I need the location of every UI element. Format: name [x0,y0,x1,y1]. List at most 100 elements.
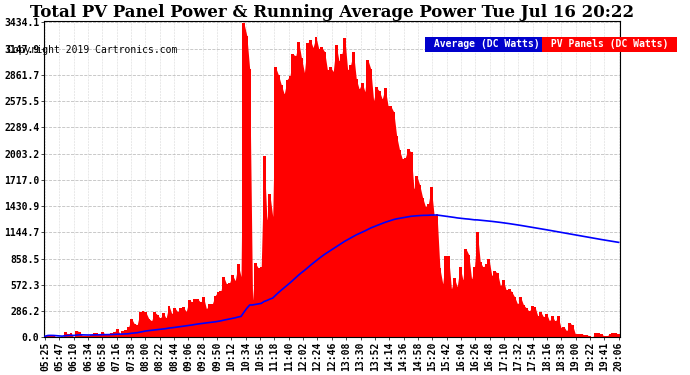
Bar [369,69,372,337]
Bar [148,319,150,337]
Bar [473,267,476,337]
Bar [144,312,148,337]
Bar [63,332,67,337]
Bar [582,335,586,337]
Bar [453,278,456,337]
Text: Average (DC Watts): Average (DC Watts) [428,39,545,50]
Bar [540,312,542,337]
Bar [450,289,453,337]
Bar [479,262,482,337]
Bar [242,23,246,337]
Bar [470,279,473,337]
Bar [263,156,266,337]
Bar [502,280,505,337]
Bar [551,316,554,337]
Bar [491,276,493,337]
Title: Total PV Panel Power & Running Average Power Tue Jul 16 20:22: Total PV Panel Power & Running Average P… [30,4,634,21]
Bar [179,308,182,337]
Bar [81,336,84,337]
Bar [361,82,364,337]
Bar [531,306,533,337]
Bar [560,328,562,337]
Bar [617,334,620,337]
Bar [424,207,427,337]
Bar [286,80,288,337]
Bar [90,335,92,337]
Bar [323,52,326,337]
Text: PV Panels (DC Watts): PV Panels (DC Watts) [545,39,674,50]
Bar [231,275,234,337]
Bar [413,189,415,337]
Bar [545,314,548,337]
Bar [280,85,283,337]
Bar [266,220,268,337]
Bar [133,324,136,337]
Bar [513,297,516,337]
Bar [378,91,381,337]
Bar [375,87,378,337]
Bar [565,331,568,337]
Bar [136,325,139,337]
Bar [104,335,107,337]
Bar [496,273,499,337]
Bar [600,334,603,337]
Bar [182,307,185,337]
Bar [462,280,464,337]
Bar [537,316,540,337]
Bar [574,334,577,337]
Bar [159,318,161,337]
Bar [165,318,168,337]
Bar [456,287,459,337]
Bar [277,75,280,337]
Bar [487,259,491,337]
Bar [525,308,528,337]
Bar [389,106,393,337]
Bar [222,277,225,337]
Bar [283,94,286,337]
Bar [580,333,582,337]
Bar [70,333,72,337]
Bar [228,283,231,337]
Bar [554,321,557,337]
Bar [210,304,214,337]
Bar [459,267,462,337]
Bar [511,292,513,337]
Bar [251,300,254,337]
Bar [300,58,303,337]
Bar [217,292,219,337]
Bar [237,264,239,337]
Bar [312,48,315,337]
Bar [291,54,295,337]
Bar [395,136,398,337]
Bar [476,232,479,337]
Bar [344,38,346,337]
Bar [586,335,589,337]
Bar [121,331,124,337]
Bar [482,267,484,337]
Bar [415,176,418,337]
Bar [254,263,257,337]
Bar [404,158,407,337]
Bar [467,255,470,337]
Bar [219,291,222,337]
Bar [606,336,609,337]
Bar [335,45,337,337]
Bar [124,330,127,337]
Bar [516,304,519,337]
Bar [205,309,208,337]
Bar [519,297,522,337]
Bar [352,52,355,337]
Bar [349,65,352,337]
Bar [234,280,237,337]
Bar [340,54,344,337]
Bar [112,332,116,337]
Bar [505,290,508,337]
Bar [75,331,78,337]
Bar [197,299,199,337]
Bar [326,70,329,337]
Bar [493,271,496,337]
Bar [444,256,447,337]
Bar [557,316,560,337]
Bar [306,44,308,337]
Bar [398,150,401,337]
